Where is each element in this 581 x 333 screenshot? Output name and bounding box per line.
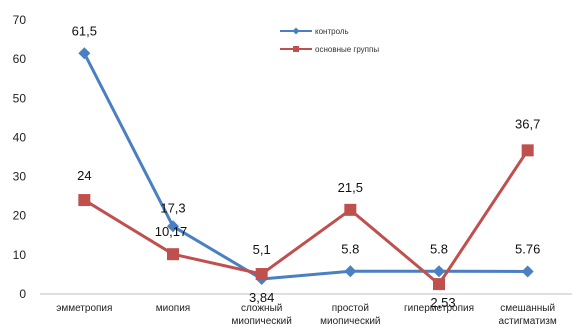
y-tick-label: 10 — [13, 248, 27, 262]
data-point-square — [255, 268, 268, 281]
data-label: 61,5 — [72, 23, 97, 38]
y-tick-label: 0 — [19, 287, 26, 301]
y-tick-label: 40 — [13, 130, 27, 144]
x-category-label: эмметропия — [56, 303, 112, 314]
legend-label: основные группы — [315, 45, 379, 54]
data-point-square — [344, 203, 357, 216]
series-line-0 — [82, 52, 528, 281]
x-axis: эмметропия миопия сложный миопический просто… — [40, 293, 572, 327]
y-axis: 0 10 20 30 40 50 60 70 — [13, 13, 27, 301]
data-label: 5.8 — [341, 241, 359, 256]
data-label: 5.8 — [430, 241, 448, 256]
x-category-label: миопия — [156, 303, 190, 314]
data-label: 17,3 — [160, 200, 185, 215]
data-point-diamond — [521, 265, 534, 278]
x-category-label: простой миопический — [320, 303, 380, 327]
x-category-label: сложный миопический — [231, 303, 291, 327]
x-category-label: гиперметропия — [404, 303, 474, 314]
y-tick-label: 30 — [13, 170, 27, 184]
x-category-label: смешанный астигматизм — [499, 303, 557, 327]
data-label: 5.76 — [515, 241, 540, 256]
data-point-square — [167, 248, 179, 261]
data-point-square — [521, 144, 534, 157]
legend-marker-diamond — [292, 27, 300, 35]
y-tick-label: 20 — [13, 209, 27, 223]
data-labels: 61,5 17,3 3,84 5.8 5.8 5.76 24 10,17 5,1 21,5 2,53… — [72, 23, 541, 310]
data-point-diamond — [344, 265, 357, 278]
series-line-1 — [83, 149, 529, 286]
data-label: 5,1 — [253, 242, 271, 257]
y-tick-label: 60 — [13, 52, 27, 66]
data-label: 3,84 — [249, 290, 274, 305]
data-point-square — [433, 278, 445, 291]
legend-marker-square — [293, 46, 299, 52]
data-label: 10,17 — [155, 224, 188, 239]
legend-label: контроль — [315, 27, 349, 36]
y-tick-label: 50 — [13, 91, 27, 105]
series-layer — [78, 47, 534, 291]
data-point-square — [78, 194, 91, 207]
data-label: 2,53 — [430, 295, 455, 310]
data-label: 24 — [77, 168, 91, 183]
data-label: 21,5 — [338, 180, 363, 195]
legend: контроль основные группы — [280, 27, 379, 54]
data-point-diamond — [78, 47, 91, 60]
data-point-diamond — [167, 220, 179, 233]
data-label: 36,7 — [515, 116, 540, 131]
y-tick-label: 70 — [13, 13, 27, 27]
data-point-diamond — [433, 265, 445, 278]
